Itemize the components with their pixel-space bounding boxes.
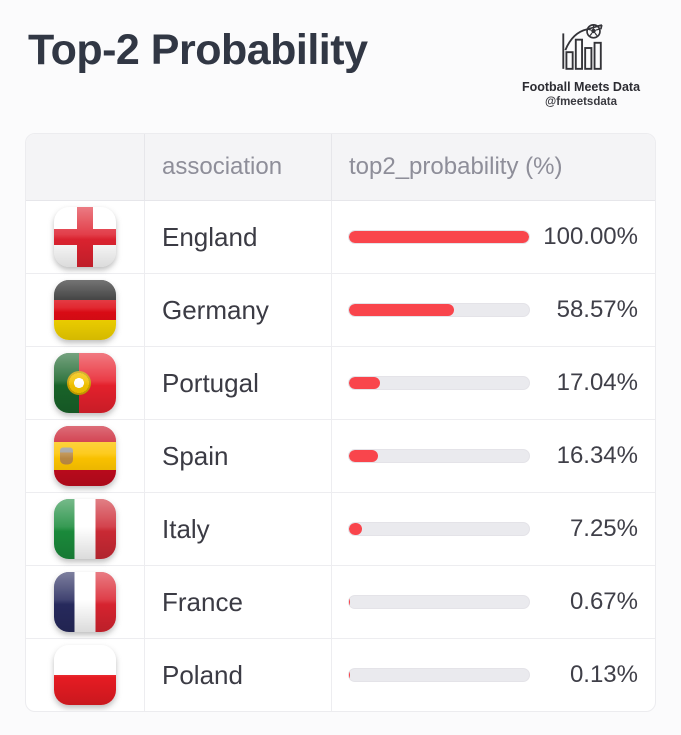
probability-bar-fill [349, 523, 363, 535]
probability-value: 100.00% [543, 223, 638, 250]
brand-handle: @fmeetsdata [545, 96, 617, 108]
probability-value: 17.04% [556, 369, 638, 396]
probability-bar-track [348, 303, 530, 317]
probability-cell: 0.67% [331, 566, 655, 638]
column-header-flag [26, 134, 144, 200]
association-name: Spain [144, 420, 331, 492]
probability-value: 0.67% [569, 588, 638, 615]
probability-cell: 16.34% [331, 420, 655, 492]
probability-cell: 7.25% [331, 493, 655, 565]
table-header-row: association top2_probability (%) [26, 134, 655, 201]
table-body: England 100.00% Germany 58.57% Portugal [26, 201, 655, 711]
flag-icon-italy [54, 499, 116, 559]
flag-cell [26, 201, 144, 273]
table-row-france: France 0.67% [26, 565, 655, 638]
flag-icon-poland [54, 645, 116, 705]
probability-cell: 58.57% [331, 274, 655, 346]
table-row-germany: Germany 58.57% [26, 273, 655, 346]
flag-cell [26, 347, 144, 419]
brand-name: Football Meets Data [521, 80, 641, 94]
bar-chart-football-icon [562, 24, 603, 70]
probability-bar-fill [349, 377, 380, 389]
table-row-poland: Poland 0.13% [26, 638, 655, 711]
table-row-spain: Spain 16.34% [26, 419, 655, 492]
flag-emblem [66, 371, 91, 395]
column-header-probability: top2_probability (%) [331, 134, 655, 200]
table-row-england: England 100.00% [26, 201, 655, 273]
page-title: Top-2 Probability [28, 26, 368, 74]
probability-cell: 100.00% [331, 201, 655, 273]
probability-bar-track [348, 522, 530, 536]
flag-cell [26, 420, 144, 492]
association-name: Poland [144, 639, 331, 711]
flag-icon-spain [54, 426, 116, 486]
table-row-italy: Italy 7.25% [26, 492, 655, 565]
association-name: Italy [144, 493, 331, 565]
probability-table: association top2_probability (%) England… [25, 133, 656, 712]
probability-bar-track [348, 376, 530, 390]
probability-value: 0.13% [569, 661, 638, 688]
association-name: Germany [144, 274, 331, 346]
probability-bar-track [348, 595, 530, 609]
probability-bar-track [348, 668, 530, 682]
flag-icon-portugal [54, 353, 116, 413]
probability-bar-fill [349, 304, 455, 316]
probability-bar-fill [349, 450, 379, 462]
association-name: Portugal [144, 347, 331, 419]
probability-value: 7.25% [569, 515, 638, 542]
flag-cell [26, 639, 144, 711]
flag-emblem [60, 447, 73, 465]
column-header-association: association [144, 134, 331, 200]
brand-block: Football Meets Data @fmeetsdata [501, 22, 661, 108]
probability-value: 58.57% [556, 296, 638, 323]
flag-cell [26, 493, 144, 565]
page-header: Top-2 Probability Football Meets Data @f… [0, 0, 681, 130]
probability-value: 16.34% [556, 442, 638, 469]
flag-icon-germany [54, 280, 116, 340]
association-name: England [144, 201, 331, 273]
flag-cell [26, 566, 144, 638]
flag-icon-france [54, 572, 116, 632]
probability-cell: 0.13% [331, 639, 655, 711]
flag-cell [26, 274, 144, 346]
flag-icon-england [54, 207, 116, 267]
table-row-portugal: Portugal 17.04% [26, 346, 655, 419]
probability-cell: 17.04% [331, 347, 655, 419]
probability-bar-track [348, 449, 530, 463]
probability-bar-track [348, 230, 530, 244]
probability-bar-fill [349, 596, 351, 608]
probability-bar-fill [349, 231, 529, 243]
association-name: France [144, 566, 331, 638]
